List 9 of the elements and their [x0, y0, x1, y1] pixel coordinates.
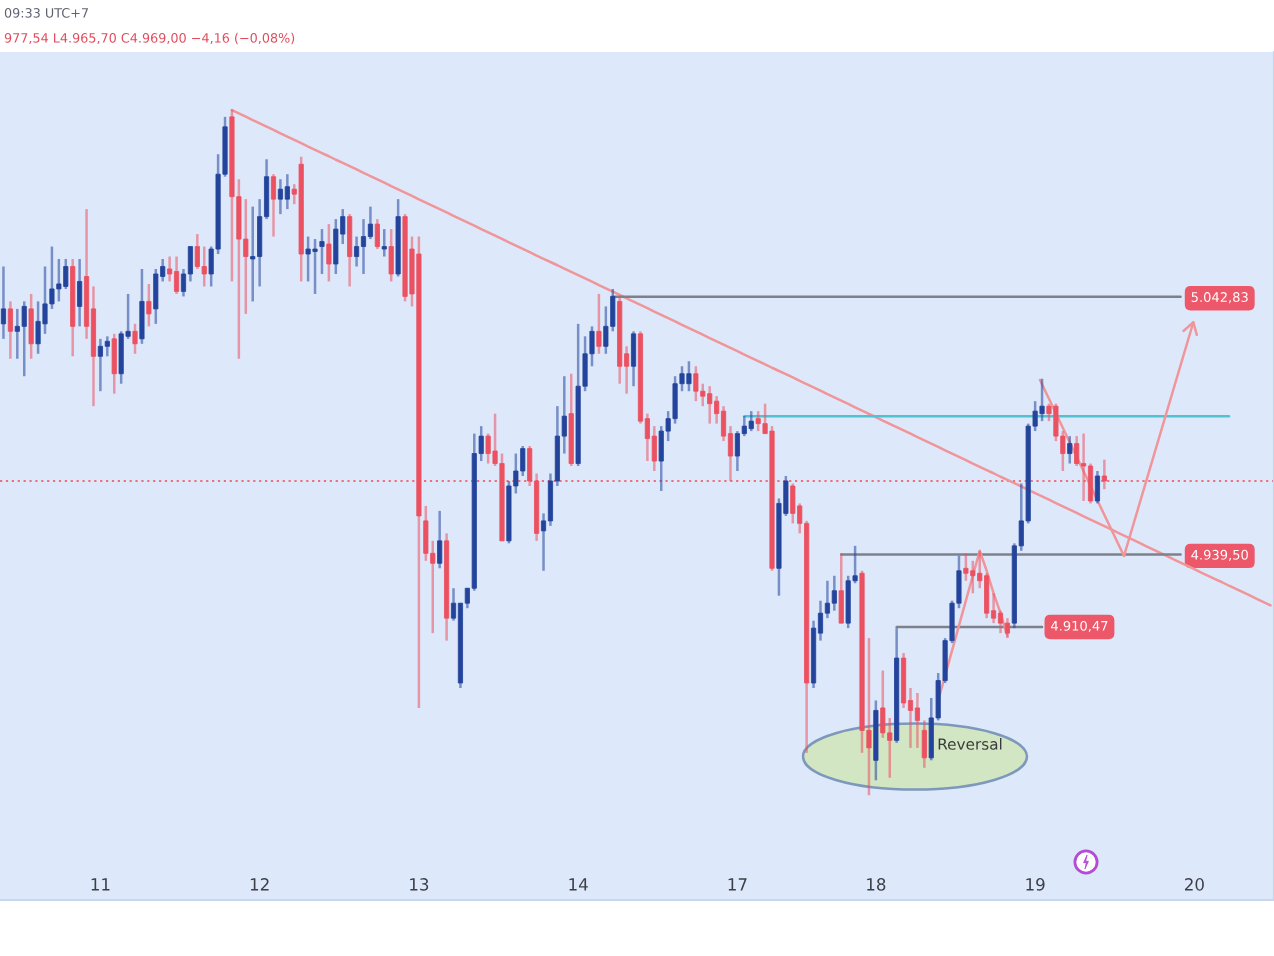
x-tick-label: 19: [1026, 878, 1045, 891]
x-tick-label: 20: [1184, 878, 1204, 891]
x-tick-label: 18: [867, 878, 886, 891]
x-tick-label: 14: [569, 878, 588, 891]
x-tick-label: 11: [91, 878, 110, 891]
x-tick-label: 13: [410, 878, 429, 891]
x-tick-label: 12: [250, 878, 269, 891]
line-series: [230, 108, 1272, 607]
x-tick-label: 17: [728, 878, 747, 891]
